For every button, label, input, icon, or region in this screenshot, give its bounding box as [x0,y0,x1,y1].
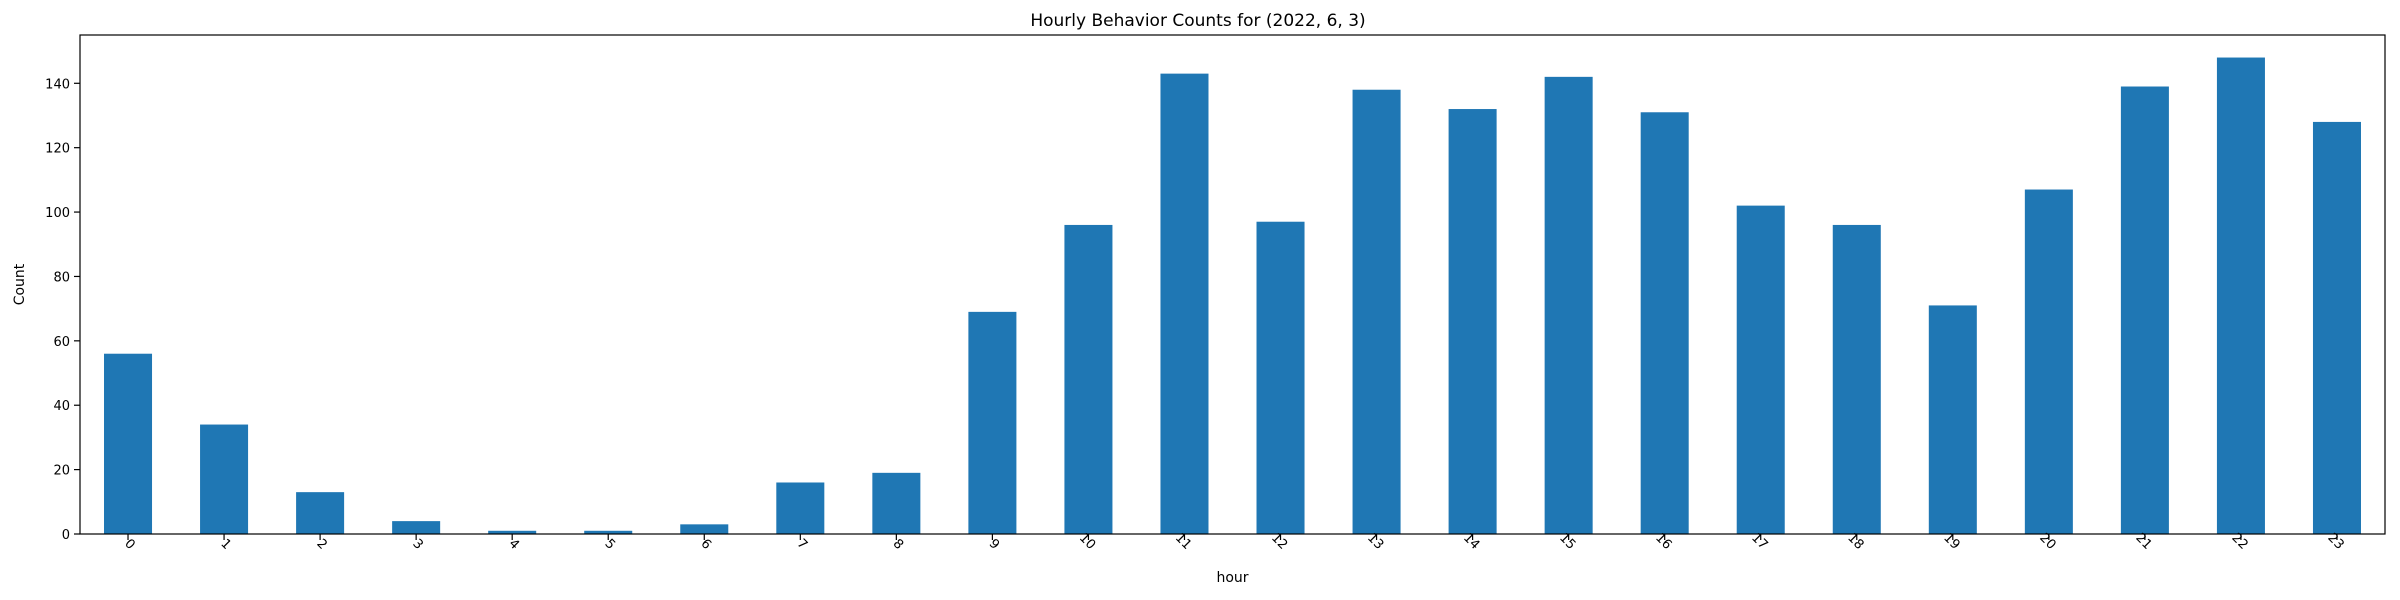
x-tick-label: 1 [217,536,233,552]
bars-group [104,57,2361,535]
bar-hour-1 [200,424,249,534]
bar-hour-17 [1736,205,1785,535]
y-tick-label: 0 [62,528,70,543]
x-tick-label: 5 [602,536,618,552]
x-tick-label: 2 [313,536,329,552]
bar-hour-0 [104,353,153,534]
bar-hour-22 [2216,57,2265,534]
y-tick-label: 60 [53,335,70,350]
bar-hour-21 [2120,86,2169,534]
bar-hour-23 [2312,121,2361,534]
y-tick-label: 80 [53,270,70,285]
plot-frame [79,34,2386,535]
x-tick-label: 6 [698,536,714,552]
bar-hour-19 [1928,305,1977,534]
y-axis-ticks: 0 20 40 60 80 100 120 140 [45,77,80,543]
bar-hour-18 [1832,224,1881,534]
bar-hour-14 [1448,109,1497,534]
y-tick-label: 20 [53,464,70,479]
y-tick-label: 140 [45,77,70,92]
bar-hour-3 [392,521,441,534]
bar-hour-8 [872,472,921,534]
x-tick-label: 9 [986,536,1002,552]
x-tick-label: 8 [890,536,906,552]
chart-title: Hourly Behavior Counts for (2022, 6, 3) [1030,11,1365,31]
y-tick-label: 100 [45,206,70,221]
bar-hour-9 [968,311,1017,534]
bar-hour-12 [1256,221,1305,534]
bar-hour-7 [776,482,825,534]
bar-hour-15 [1544,76,1593,534]
y-tick-label: 40 [53,399,70,414]
y-axis-label: Count [12,263,28,305]
x-tick-label: 3 [409,536,425,552]
bar-hour-16 [1640,112,1689,534]
x-tick-label: 4 [506,536,522,552]
x-tick-label: 0 [121,536,137,552]
bar-hour-20 [2024,189,2073,534]
bar-hour-5 [584,530,633,534]
bar-hour-10 [1064,224,1113,534]
x-axis-label: hour [1216,570,1248,586]
bar-hour-6 [680,524,729,534]
y-tick-label: 120 [45,142,70,157]
bar-hour-2 [296,492,345,534]
bar-hour-11 [1160,73,1209,534]
bar-hour-13 [1352,89,1401,534]
x-tick-label: 7 [794,536,810,552]
bar-hour-4 [488,530,537,534]
